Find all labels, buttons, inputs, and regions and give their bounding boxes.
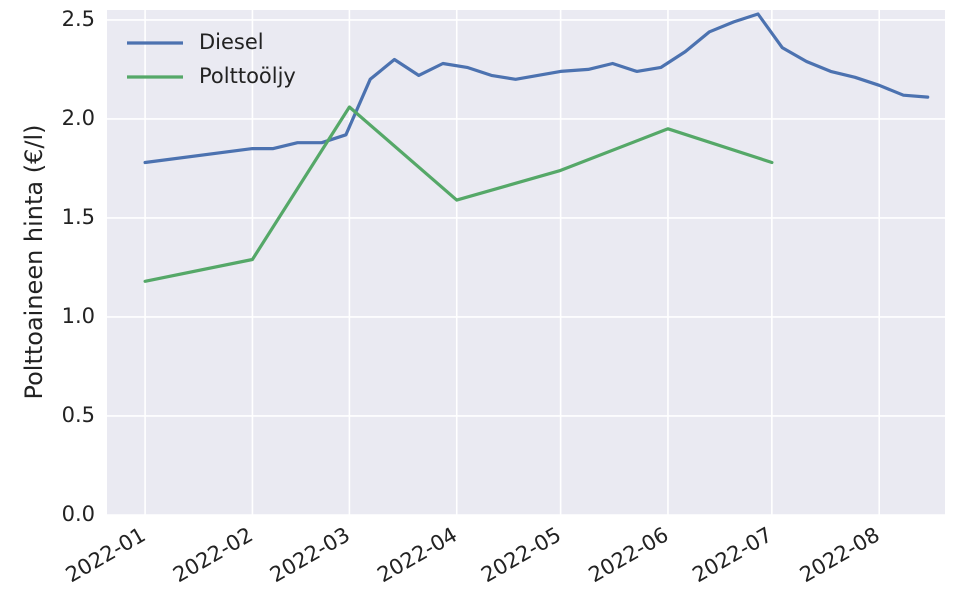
series-line-diesel xyxy=(143,12,930,165)
x-tick-label: 2022-02 xyxy=(169,523,257,588)
x-tick-label: 2022-07 xyxy=(688,523,776,588)
y-tick-label: 2.5 xyxy=(62,7,95,31)
x-tick-label: 2022-04 xyxy=(373,523,461,588)
legend-label: Diesel xyxy=(199,30,264,54)
y-tick-label: 1.0 xyxy=(62,304,95,328)
legend: Diesel Polttoöljy xyxy=(127,30,296,88)
y-tick-label: 2.0 xyxy=(62,106,95,130)
series-layer xyxy=(143,12,930,283)
series-line-poltto-ljy xyxy=(143,105,774,283)
y-tick-label: 1.5 xyxy=(62,205,95,229)
y-axis-label: Polttoaineen hinta (€/l) xyxy=(20,124,48,399)
x-axis-ticks: 2022-01 2022-02 2022-03 2022-04 2022-05 2022-… xyxy=(62,523,884,588)
x-tick-label: 2022-06 xyxy=(584,523,672,588)
x-tick-label: 2022-01 xyxy=(62,523,150,588)
y-axis-ticks: 0.0 0.5 1.0 1.5 2.0 2.5 xyxy=(62,7,95,526)
grid-lines xyxy=(107,10,945,516)
x-tick-label: 2022-08 xyxy=(796,523,884,588)
y-tick-label: 0.5 xyxy=(62,403,95,427)
x-tick-label: 2022-03 xyxy=(266,523,354,588)
legend-label: Polttoöljy xyxy=(199,64,296,88)
plot-area xyxy=(107,10,945,515)
y-tick-label: 0.0 xyxy=(62,502,95,526)
x-tick-label: 2022-05 xyxy=(477,523,565,588)
